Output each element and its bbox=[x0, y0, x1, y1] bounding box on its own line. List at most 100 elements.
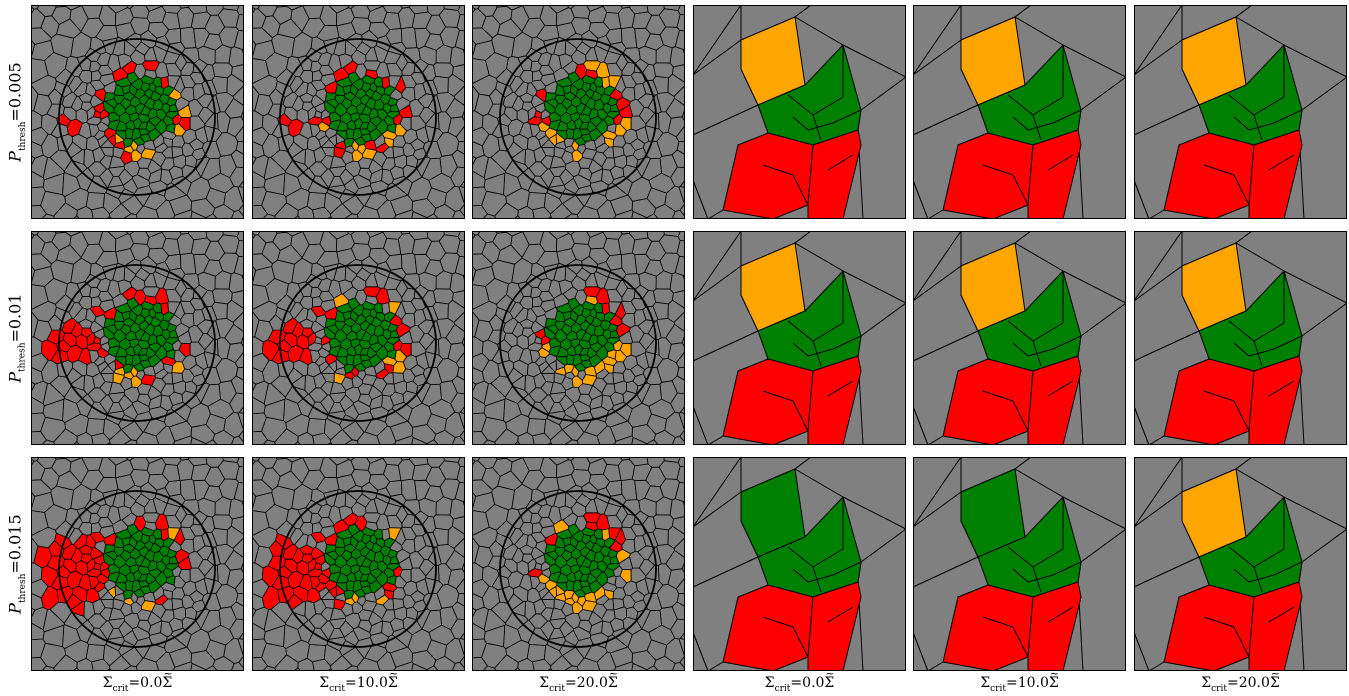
voronoi-cell bbox=[356, 267, 372, 282]
voronoi-cell bbox=[433, 514, 454, 531]
voronoi-cell bbox=[306, 82, 318, 97]
stable-cell bbox=[119, 337, 131, 351]
voronoi-cell bbox=[121, 512, 138, 527]
stable-cell bbox=[135, 554, 146, 567]
voronoi-cell bbox=[135, 41, 151, 56]
triggered-cell bbox=[291, 547, 304, 564]
stable-cell bbox=[138, 128, 150, 136]
voronoi-cell bbox=[97, 361, 109, 374]
triggered-cell bbox=[71, 585, 88, 603]
voronoi-cell bbox=[31, 366, 44, 385]
cell-edge bbox=[807, 574, 834, 583]
stable-cell bbox=[125, 354, 134, 366]
voronoi-cell bbox=[134, 637, 153, 659]
stable-cell bbox=[356, 554, 367, 567]
cell-edge bbox=[812, 322, 844, 342]
cell-edge bbox=[1273, 109, 1303, 124]
boundary-circle bbox=[279, 38, 437, 196]
cell-edge bbox=[807, 348, 834, 357]
voronoi-cell bbox=[1235, 231, 1347, 304]
voronoi-cell bbox=[70, 483, 92, 510]
boundary-circle bbox=[58, 264, 216, 422]
cell-edge bbox=[1027, 574, 1054, 583]
stable-cell bbox=[119, 563, 131, 577]
stable-cell bbox=[579, 580, 591, 588]
voronoi-cell bbox=[389, 194, 413, 216]
tessellation-svg bbox=[31, 5, 244, 219]
stable-cell bbox=[383, 567, 395, 579]
voronoi-cell bbox=[134, 185, 153, 207]
voronoi-cell bbox=[556, 7, 575, 27]
voronoi-cell bbox=[553, 488, 567, 508]
triggered-cell bbox=[301, 553, 314, 564]
voronoi-cell bbox=[913, 457, 962, 528]
voronoi-cell bbox=[677, 231, 685, 242]
voronoi-cell bbox=[671, 375, 685, 395]
voronoi-cell bbox=[1134, 457, 1183, 528]
voronoi-cell bbox=[483, 172, 506, 196]
voronoi-cell bbox=[196, 93, 215, 109]
voronoi-cell bbox=[212, 62, 233, 79]
voronoi-cell bbox=[794, 5, 906, 78]
voronoi-cell bbox=[118, 394, 133, 412]
cell-edge bbox=[1012, 174, 1029, 206]
voronoi-cell bbox=[234, 125, 244, 143]
panel-frame bbox=[1134, 231, 1347, 445]
cell-edge bbox=[832, 561, 862, 576]
voronoi-cell bbox=[357, 370, 367, 381]
stable-cell bbox=[138, 580, 150, 588]
cell-edge bbox=[827, 380, 854, 397]
voronoi-cell bbox=[522, 5, 544, 20]
tessellation-svg bbox=[1134, 5, 1347, 219]
stable-cell bbox=[573, 343, 584, 356]
voronoi-cell bbox=[306, 308, 318, 323]
voronoi-cell bbox=[356, 493, 372, 508]
stable-cell bbox=[353, 343, 364, 356]
voronoi-cell bbox=[559, 168, 574, 186]
voronoi-cell bbox=[693, 457, 742, 528]
voronoi-cell bbox=[381, 168, 395, 186]
voronoi-cell bbox=[54, 294, 75, 313]
triggered-cell bbox=[618, 104, 633, 119]
cell-edge bbox=[982, 164, 1014, 176]
voronoi-cell bbox=[673, 84, 685, 107]
stable-cell bbox=[355, 88, 367, 100]
stable-cell bbox=[383, 341, 395, 353]
voronoi-cell bbox=[223, 411, 244, 438]
voronoi-cell bbox=[41, 439, 56, 445]
column-label-subscript: crit bbox=[990, 683, 1006, 694]
stable-cell bbox=[134, 88, 146, 100]
voronoi-cell bbox=[136, 144, 146, 155]
row-label-equals: = bbox=[5, 560, 25, 574]
voronoi-cell bbox=[302, 5, 324, 20]
voronoi-cell bbox=[595, 368, 610, 380]
voronoi-cell bbox=[70, 31, 92, 58]
voronoi-cell bbox=[118, 620, 133, 638]
stable-cell bbox=[134, 540, 146, 552]
triggered-cell bbox=[342, 512, 359, 527]
cell-edge bbox=[1007, 94, 1034, 116]
cell-edge bbox=[1032, 322, 1064, 342]
voronoi-cell bbox=[272, 5, 293, 25]
stable-cell bbox=[566, 354, 575, 366]
voronoi-cell bbox=[320, 168, 335, 189]
voronoi-cell bbox=[205, 439, 218, 445]
cell-edge bbox=[1233, 174, 1250, 206]
boundary-circle bbox=[499, 490, 657, 648]
stable-cell bbox=[356, 102, 367, 115]
voronoi-cell bbox=[693, 231, 742, 302]
voronoi-cell bbox=[426, 213, 439, 219]
voronoi-cell bbox=[664, 637, 685, 664]
cell-edge bbox=[792, 174, 809, 206]
tessellation-svg bbox=[472, 5, 685, 219]
voronoi-cell bbox=[417, 319, 436, 335]
cell-edge bbox=[1012, 342, 1029, 357]
voronoi-cell bbox=[147, 384, 162, 401]
voronoi-cell bbox=[368, 384, 383, 401]
cell-edge bbox=[1203, 164, 1235, 176]
voronoi-cell bbox=[232, 84, 244, 107]
cell-edge bbox=[1248, 348, 1275, 357]
stable-cell bbox=[383, 115, 395, 127]
voronoi-cell bbox=[526, 534, 538, 549]
voronoi-cell bbox=[575, 637, 594, 659]
